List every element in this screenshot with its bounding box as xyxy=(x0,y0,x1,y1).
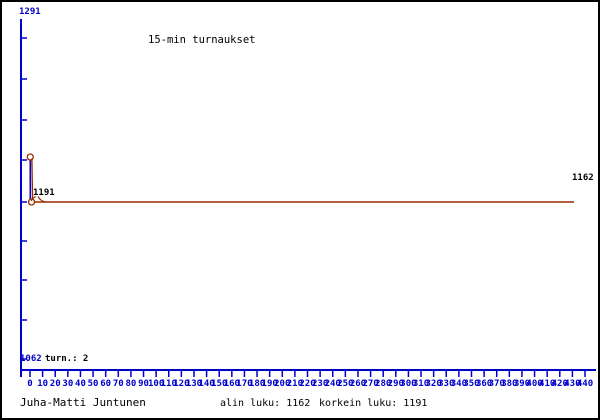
x-tick-label: 100 xyxy=(148,379,164,389)
x-tick-label: 240 xyxy=(325,379,341,389)
x-tick-label: 40 xyxy=(75,379,86,389)
x-tick-label: 160 xyxy=(224,379,240,389)
data-point xyxy=(26,153,34,161)
x-tick-label: 120 xyxy=(173,379,189,389)
y-axis-min-label: 1062 xyxy=(20,354,42,364)
x-tick-label: 210 xyxy=(287,379,303,389)
x-tick-label: 130 xyxy=(186,379,202,389)
chart-title: 15-min turnaukset xyxy=(148,34,255,46)
x-tick-label: 330 xyxy=(438,379,454,389)
x-tick-label: 370 xyxy=(489,379,505,389)
x-tick-label: 70 xyxy=(113,379,124,389)
x-tick-label: 90 xyxy=(138,379,149,389)
x-tick-label: 430 xyxy=(564,379,580,389)
x-tick-label: 350 xyxy=(463,379,479,389)
x-tick-label: 280 xyxy=(375,379,391,389)
player-name: Juha-Matti Juntunen xyxy=(20,396,146,409)
x-tick-label: 0 xyxy=(27,379,32,389)
x-tick-label: 250 xyxy=(337,379,353,389)
x-axis-tick-labels: 0 10 20 30 40 50 60 70 80 90 100110120130140150160… xyxy=(27,379,593,389)
x-tick-label: 170 xyxy=(236,379,252,389)
x-tick-label: 420 xyxy=(552,379,568,389)
x-tick-label: 20 xyxy=(50,379,61,389)
x-tick-label: 60 xyxy=(100,379,111,389)
x-tick-label: 270 xyxy=(362,379,378,389)
x-tick-label: 10 xyxy=(37,379,48,389)
x-tick-label: 400 xyxy=(526,379,542,389)
x-tick-label: 410 xyxy=(539,379,555,389)
x-tick-label: 260 xyxy=(350,379,366,389)
x-tick-label: 440 xyxy=(577,379,593,389)
data-point xyxy=(27,198,36,206)
tournament-count-label: turn.: 2 xyxy=(45,354,88,364)
y-axis-ticks xyxy=(21,37,27,360)
x-tick-label: 340 xyxy=(451,379,467,389)
current-rating-label: 1162 xyxy=(572,173,594,183)
x-tick-label: 220 xyxy=(299,379,315,389)
x-axis-ticks xyxy=(29,370,586,377)
x-tick-label: 360 xyxy=(476,379,492,389)
x-tick-label: 320 xyxy=(426,379,442,389)
x-tick-label: 200 xyxy=(274,379,290,389)
x-tick-label: 230 xyxy=(312,379,328,389)
x-tick-label: 110 xyxy=(161,379,177,389)
x-tick-label: 380 xyxy=(501,379,517,389)
rating-segment xyxy=(31,158,34,200)
rating-line-series xyxy=(26,153,574,206)
footer-stat-lowest: alin luku: 1162 xyxy=(220,398,310,409)
peak-rating-label: 1191 xyxy=(33,188,55,198)
x-tick-label: 290 xyxy=(388,379,404,389)
peak-label-leader-left xyxy=(30,195,36,202)
x-tick-label: 140 xyxy=(198,379,214,389)
x-tick-label: 180 xyxy=(249,379,265,389)
x-tick-label: 30 xyxy=(62,379,73,389)
x-tick-label: 80 xyxy=(125,379,136,389)
footer-stat-highest: korkein luku: 1191 xyxy=(319,398,427,409)
x-tick-label: 190 xyxy=(262,379,278,389)
x-tick-label: 300 xyxy=(400,379,416,389)
x-tick-label: 310 xyxy=(413,379,429,389)
y-axis-max-label: 1291 xyxy=(19,7,41,17)
peak-label-leader-right xyxy=(37,196,47,203)
x-tick-label: 50 xyxy=(88,379,99,389)
x-tick-label: 390 xyxy=(514,379,530,389)
x-tick-label: 150 xyxy=(211,379,227,389)
